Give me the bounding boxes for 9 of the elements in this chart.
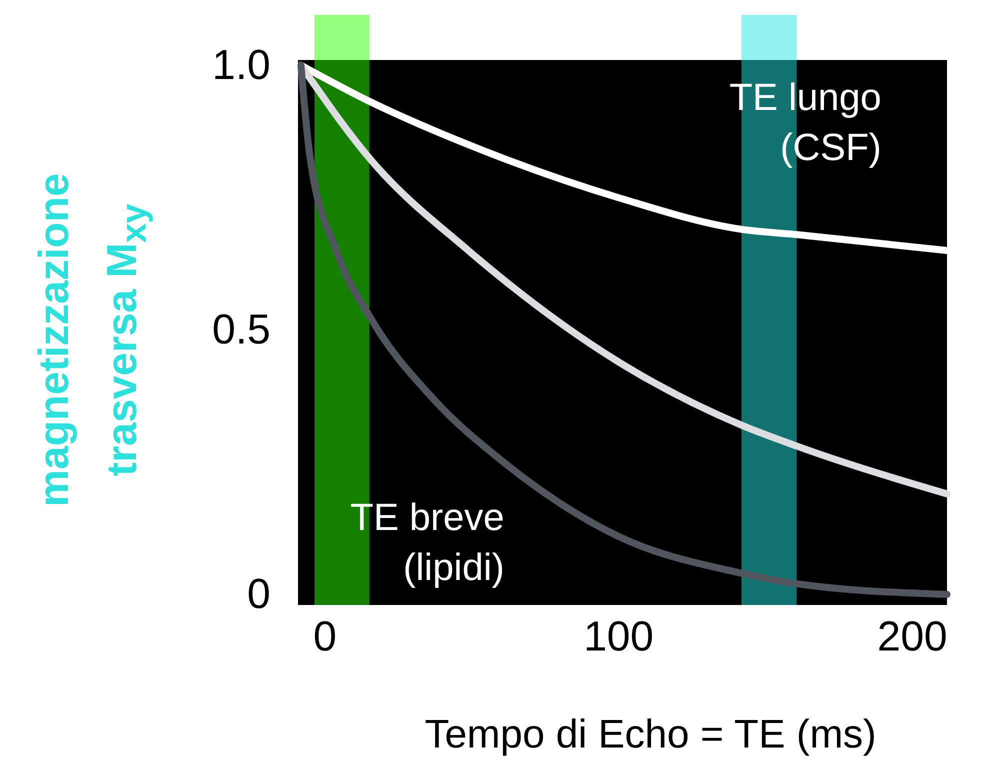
y-tick-label: 0 — [247, 570, 270, 617]
x-axis-title: Tempo di Echo = TE (ms) — [424, 712, 876, 756]
band-label: TE lungo (CSF) — [729, 77, 882, 169]
y-tick-label: 0.5 — [212, 305, 270, 352]
band-label: TE breve (lipidi) — [350, 497, 504, 589]
x-tick-label: 0 — [313, 612, 337, 660]
x-tick-label: 100 — [584, 612, 654, 660]
x-tick-label: 200 — [877, 612, 948, 660]
y-tick-label: 1.0 — [212, 40, 270, 88]
